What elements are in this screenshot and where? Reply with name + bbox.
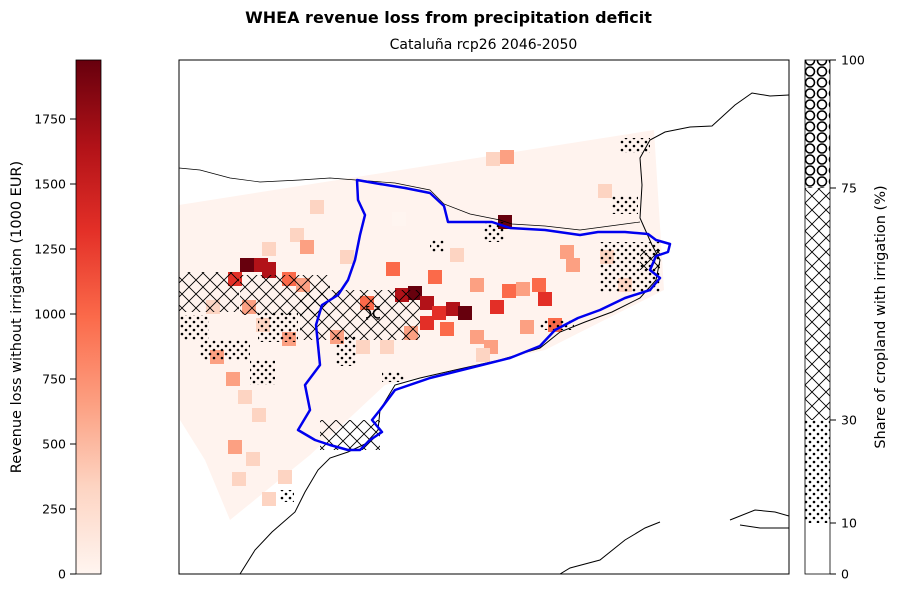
- irrigation-hatch-cell: [280, 490, 294, 502]
- irrigation-hatch-cell: [620, 138, 650, 153]
- revenue-cell: [446, 302, 460, 316]
- irrigation-band-30-75: [805, 188, 830, 420]
- irrigation-tick: 0: [830, 567, 849, 582]
- revenue-cell: [252, 408, 266, 422]
- irrigation-hatch-cell: [640, 250, 660, 270]
- revenue-cell: [300, 240, 314, 254]
- revenue-tick: 1500: [34, 177, 76, 192]
- irrigation-hatch-cell: [336, 336, 356, 366]
- irrigation-hatch-cell: [258, 312, 298, 342]
- coastline: [239, 92, 789, 574]
- revenue-cell: [500, 150, 514, 164]
- revenue-colorbar-label: Revenue loss without irrigation (1000 EU…: [9, 161, 25, 473]
- revenue-tick: 1250: [34, 242, 76, 257]
- france-border: [179, 167, 641, 231]
- revenue-cell: [262, 492, 276, 506]
- revenue-cell: [538, 292, 552, 306]
- irrigation-colorbar: 0 10 30 75 100 Share of cropland with ir…: [804, 53, 889, 582]
- revenue-cell: [392, 212, 406, 226]
- revenue-cell: [278, 470, 292, 484]
- irrigation-tick: 100: [830, 53, 865, 68]
- catalonia-boundary: [296, 178, 672, 452]
- revenue-cell: [560, 245, 574, 259]
- revenue-cell: [566, 258, 580, 272]
- revenue-cell: [490, 300, 504, 314]
- revenue-cell: [262, 242, 276, 256]
- revenue-colorbar: 0 250 500 750 1000 1250 1500 1750 Revenu…: [9, 59, 102, 582]
- map-subtitle: Cataluña rcp26 2046-2050: [389, 37, 578, 53]
- irrigation-hatch-cell: [366, 306, 380, 320]
- svg-text:0: 0: [58, 567, 66, 582]
- revenue-tick: 750: [42, 372, 76, 387]
- revenue-cell: [432, 306, 446, 320]
- irrigation-colorbar-label: Share of cropland with irrigation (%): [873, 185, 889, 448]
- irrigation-hatch-cell: [430, 240, 444, 252]
- irrigation-hatch-cell: [612, 196, 638, 214]
- revenue-cell: [486, 152, 500, 166]
- revenue-cell: [440, 322, 454, 336]
- revenue-cell: [232, 472, 246, 486]
- revenue-cell: [240, 258, 254, 272]
- revenue-cell: [520, 320, 534, 334]
- irrigation-band-0-10: [805, 523, 830, 574]
- revenue-tick: 250: [42, 502, 76, 517]
- revenue-colorbar-ticks: 0 250 500 750 1000 1250 1500 1750: [34, 112, 76, 582]
- revenue-cell: [428, 270, 442, 284]
- revenue-cell: [470, 330, 484, 344]
- irrigation-hatch-cell: [484, 222, 504, 242]
- irrigation-band-75-100: [805, 60, 830, 188]
- svg-text:10: 10: [841, 516, 857, 531]
- svg-text:100: 100: [841, 53, 865, 68]
- irrigation-hatch-cell: [540, 320, 574, 330]
- revenue-cell: [502, 284, 516, 298]
- irrigation-hatch-cell: [250, 360, 275, 385]
- irrigation-hatch-cell: [382, 372, 404, 382]
- balearic-islands: [559, 509, 789, 574]
- svg-text:0: 0: [841, 567, 849, 582]
- svg-text:250: 250: [42, 502, 66, 517]
- svg-text:1000: 1000: [34, 307, 66, 322]
- revenue-tick: 500: [42, 437, 76, 452]
- revenue-cell: [598, 184, 612, 198]
- revenue-cell: [356, 340, 370, 354]
- irrigation-hatch-cell: [179, 315, 209, 340]
- svg-text:1250: 1250: [34, 242, 66, 257]
- revenue-cell: [238, 390, 252, 404]
- revenue-cell: [420, 316, 434, 330]
- svg-text:500: 500: [42, 437, 66, 452]
- revenue-cell: [476, 348, 490, 362]
- revenue-tick: 1750: [34, 112, 76, 127]
- irrigation-hatch-cell: [200, 340, 250, 360]
- revenue-cell: [226, 372, 240, 386]
- revenue-cell: [386, 262, 400, 276]
- revenue-cell: [340, 250, 354, 264]
- revenue-cell: [532, 278, 546, 292]
- revenue-cell: [246, 452, 260, 466]
- map-panel: [178, 59, 790, 575]
- revenue-cell: [470, 278, 484, 292]
- revenue-cell: [228, 440, 242, 454]
- svg-text:1500: 1500: [34, 177, 66, 192]
- revenue-tick: 1000: [34, 307, 76, 322]
- irrigation-tick: 10: [830, 516, 857, 531]
- svg-text:30: 30: [841, 413, 857, 428]
- svg-text:1750: 1750: [34, 112, 66, 127]
- revenue-cell: [458, 306, 472, 320]
- revenue-cell: [290, 228, 304, 242]
- svg-text:75: 75: [841, 181, 857, 196]
- revenue-cell: [450, 248, 464, 262]
- revenue-cell: [420, 296, 434, 310]
- revenue-tick: 0: [58, 567, 76, 582]
- revenue-cell: [516, 282, 530, 296]
- figure-title: WHEA revenue loss from precipitation def…: [245, 8, 652, 27]
- irrigation-tick: 75: [830, 181, 857, 196]
- revenue-cell: [380, 340, 394, 354]
- irrigation-band-10-30: [805, 420, 830, 523]
- irrigation-tick: 30: [830, 413, 857, 428]
- revenue-cell: [310, 200, 324, 214]
- revenue-cell: [262, 262, 276, 278]
- svg-text:750: 750: [42, 372, 66, 387]
- irrigation-hatch-cell: [179, 272, 239, 312]
